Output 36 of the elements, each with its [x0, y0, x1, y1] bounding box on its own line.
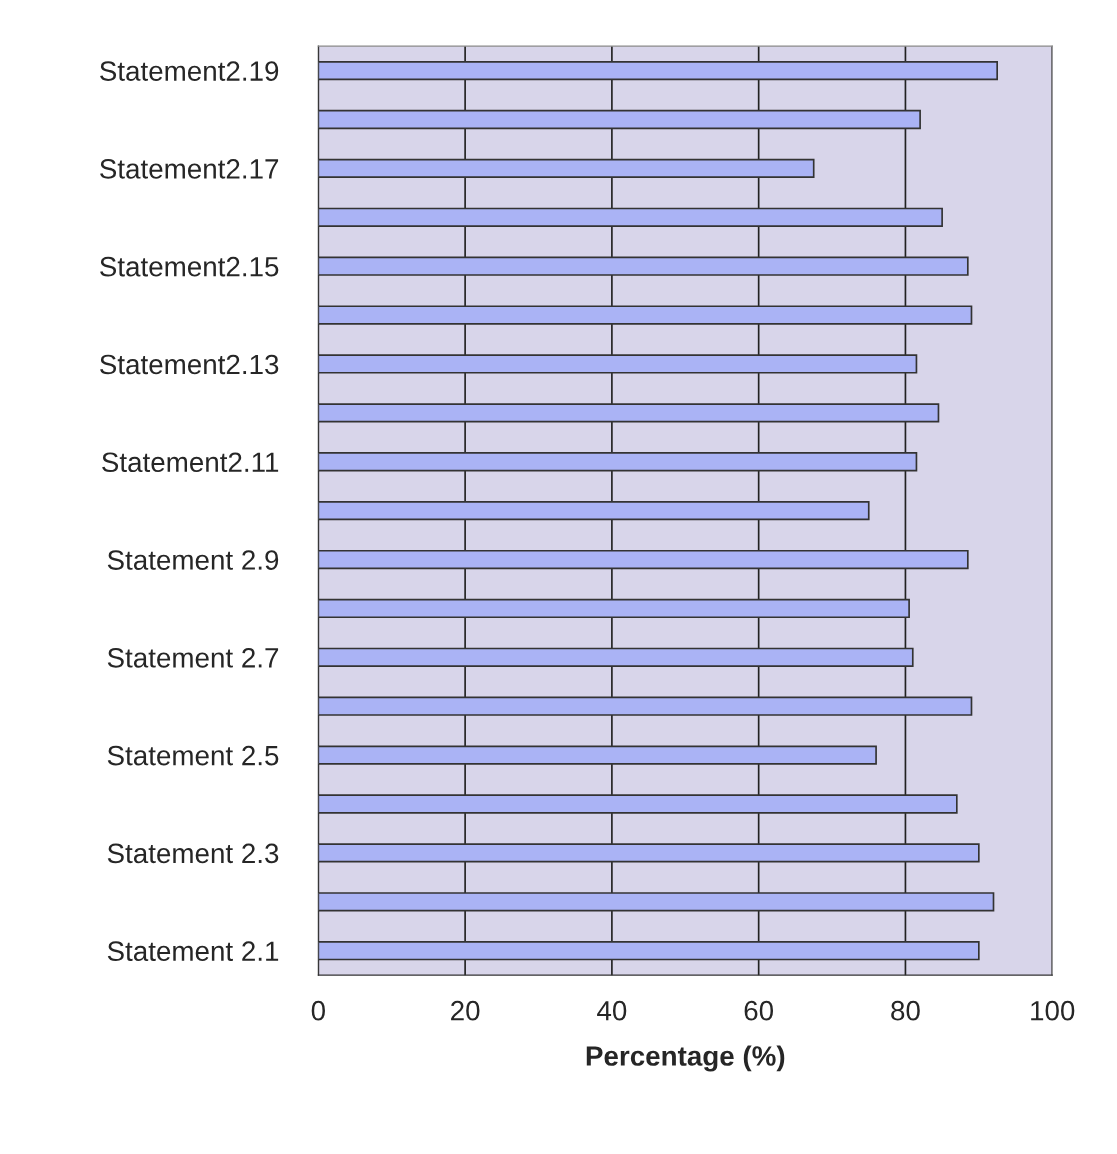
- x-tick-label: 40: [597, 1000, 627, 1021]
- y-tick-label: Statement 2.1: [107, 941, 279, 962]
- bar: [318, 745, 877, 765]
- y-tick-label: Statement 2.3: [107, 843, 279, 864]
- x-tick-label: 20: [451, 1000, 480, 1021]
- bar: [318, 647, 914, 667]
- bar: [318, 207, 943, 227]
- bar: [318, 60, 999, 81]
- x-axis-title: Percentage (%): [586, 1045, 785, 1072]
- bar: [318, 452, 918, 472]
- x-tick-label: 0: [311, 1000, 325, 1021]
- y-tick-label: Statement 2.5: [107, 745, 279, 766]
- x-tick-label: 100: [1031, 1000, 1075, 1021]
- y-tick-label: Statement 2.9: [107, 550, 279, 570]
- bar: [318, 696, 973, 716]
- bar: [318, 354, 918, 374]
- bar: [318, 598, 910, 619]
- bar: [318, 256, 969, 276]
- y-tick-label: Statement2.11: [102, 452, 279, 473]
- bar: [318, 501, 870, 521]
- bar: [318, 941, 980, 961]
- bar: [318, 305, 973, 325]
- x-tick-label: 80: [891, 1000, 920, 1021]
- x-tick-label: 60: [744, 1000, 774, 1021]
- bar: [318, 403, 940, 423]
- bar: [318, 794, 958, 814]
- y-tick-label: Statement2.13: [100, 354, 279, 375]
- y-tick-label: Statement2.15: [100, 256, 279, 277]
- bar: [318, 158, 815, 179]
- y-tick-label: Statement 2.7: [107, 647, 279, 668]
- bar: [318, 843, 980, 863]
- bar: [318, 109, 921, 130]
- y-tick-label: Statement2.19: [100, 61, 279, 81]
- bar: [318, 892, 995, 912]
- y-tick-label: Statement2.17: [100, 159, 279, 179]
- bar: [318, 549, 969, 570]
